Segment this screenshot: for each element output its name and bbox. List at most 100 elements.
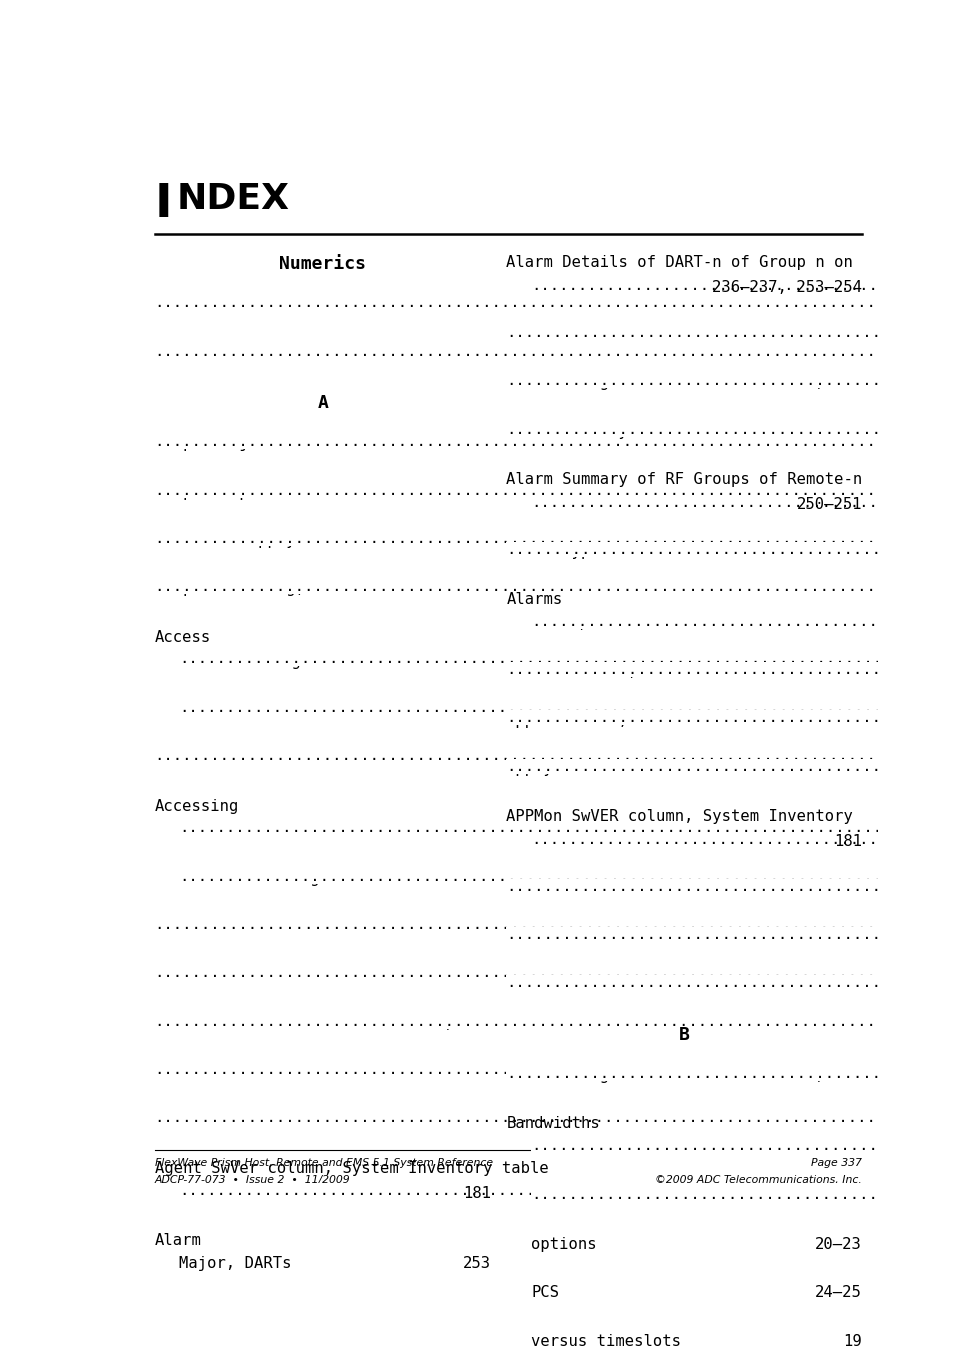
Text: 260, 262: 260, 262 [787, 376, 862, 390]
Text: Bandwidths: Bandwidths [507, 1116, 600, 1131]
Text: 19: 19 [843, 1333, 862, 1348]
Text: 200: 200 [463, 750, 491, 765]
Text: AC power junction box: AC power junction box [154, 436, 351, 451]
Text: ................................................................................: ........................................… [531, 1332, 976, 1347]
Text: ................................................................................: ........................................… [507, 927, 976, 942]
Text: ADCP-77-073  •  Issue 2  •  11/2009: ADCP-77-073 • Issue 2 • 11/2009 [154, 1174, 350, 1185]
Text: 10 MHz Reference Clock list: 10 MHz Reference Clock list [154, 297, 408, 312]
Text: Alarm Type column: Alarm Type column [507, 543, 666, 559]
Text: B: B [679, 1025, 690, 1044]
Text: 152, 168: 152, 168 [787, 1069, 862, 1084]
Text: 254: 254 [834, 616, 862, 631]
Text: ................................................................................: ........................................… [154, 917, 976, 932]
Text: Page 337: Page 337 [811, 1158, 862, 1167]
Text: Agent SwVer column, System Inventory table: Agent SwVer column, System Inventory tab… [154, 1161, 549, 1175]
Text: ................................................................................: ........................................… [507, 975, 976, 990]
Text: Alarm Management Table window: Alarm Management Table window [507, 376, 778, 390]
Text: 148: 148 [463, 297, 491, 312]
Text: ................................................................................: ........................................… [531, 494, 976, 509]
Text: 280: 280 [463, 967, 491, 982]
Text: ................................................................................: ........................................… [531, 1235, 976, 1250]
Text: Alarm Indications: Alarm Indications [507, 327, 666, 342]
Text: 200: 200 [463, 1065, 491, 1079]
Text: 250–251: 250–251 [796, 497, 862, 512]
Text: 24–25: 24–25 [815, 1285, 862, 1301]
Text: ................................................................................: ........................................… [154, 1062, 976, 1077]
Text: Major, DARTs: Major, DARTs [180, 1256, 292, 1271]
Text: ................................................................................: ........................................… [531, 1283, 976, 1298]
Text: Apply button: Apply button [507, 761, 619, 775]
Text: 200: 200 [463, 703, 491, 717]
Text: 125–128: 125–128 [426, 581, 491, 596]
Text: 188: 188 [463, 823, 491, 838]
Text: view: view [531, 497, 569, 512]
Text: ................................................................................: ........................................… [154, 531, 976, 546]
Text: ................................................................................: ........................................… [531, 1186, 976, 1201]
Text: ................................................................................: ........................................… [180, 1254, 976, 1270]
Text: Add New User link: Add New User link [154, 1016, 314, 1031]
Text: ................................................................................: ........................................… [180, 651, 976, 666]
Text: Numerics: Numerics [279, 255, 366, 273]
Text: Network User: Network User [180, 703, 292, 717]
Text: DART cards: DART cards [531, 1189, 625, 1204]
Text: APPMon SwVER column, System Inventory: APPMon SwVER column, System Inventory [507, 809, 853, 824]
Text: ................................................................................: ........................................… [507, 1066, 976, 1081]
Text: Access: Access [154, 630, 211, 644]
Text: NDEX: NDEX [177, 182, 289, 216]
Text: ................................................................................: ........................................… [154, 343, 976, 358]
Text: 197: 197 [463, 919, 491, 934]
Text: ................................................................................: ........................................… [507, 542, 976, 557]
Text: Auto Refresh Time box: Auto Refresh Time box [507, 929, 704, 944]
Text: ................................................................................: ........................................… [531, 832, 976, 847]
Text: ................................................................................: ........................................… [180, 1183, 976, 1198]
Text: 196: 196 [463, 1112, 491, 1128]
Text: 4G readiness: 4G readiness [154, 346, 267, 361]
Text: ................................................................................: ........................................… [154, 482, 976, 497]
Text: ................................................................................: ........................................… [180, 869, 976, 884]
Text: 200: 200 [463, 654, 491, 669]
Text: Alarm Summary indicator: Alarm Summary indicator [507, 424, 722, 439]
Text: FlexWave Prism Host, Remote and EMS 5.1 System Reference: FlexWave Prism Host, Remote and EMS 5.1 … [154, 1158, 493, 1167]
Text: Network Manager: Network Manager [180, 654, 320, 669]
Text: 24–25: 24–25 [815, 1140, 862, 1155]
Text: options: options [531, 1238, 597, 1252]
Text: FlexWave-URH Agent MIB: FlexWave-URH Agent MIB [180, 871, 386, 886]
Text: ................................................................................: ........................................… [154, 580, 976, 594]
Text: AC power port: AC power port [154, 485, 276, 500]
Text: 197, 199: 197, 199 [416, 1016, 491, 1031]
Text: admin user access: admin user access [154, 1112, 314, 1128]
Text: ................................................................................: ........................................… [531, 613, 976, 628]
Text: Minor, DARTs: Minor, DARTs [531, 616, 644, 631]
Text: Alarms: Alarms [507, 592, 562, 607]
Text: Applications, FlexWave Prism: Applications, FlexWave Prism [507, 712, 769, 728]
Text: I: I [154, 182, 172, 227]
Text: PCS: PCS [531, 1285, 559, 1301]
Text: versus timeslots: versus timeslots [531, 1333, 681, 1348]
Text: ................................................................................: ........................................… [507, 878, 976, 894]
Text: Alarm Details of DART-n of Group n on: Alarm Details of DART-n of Group n on [507, 255, 853, 270]
Text: 178: 178 [834, 424, 862, 439]
Text: Alarm: Alarm [154, 1232, 201, 1247]
Text: ................................................................................: ........................................… [507, 324, 976, 340]
Text: 236–237, 253–254: 236–237, 253–254 [712, 280, 862, 295]
Text: ................................................................................: ........................................… [507, 373, 976, 388]
Text: 123–125: 123–125 [796, 665, 862, 680]
Text: AC power wiring, Remote: AC power wiring, Remote [154, 581, 370, 596]
Text: Antenna cable, Remote: Antenna cable, Remote [507, 665, 704, 680]
Text: 253: 253 [463, 1256, 491, 1271]
Text: ................................................................................: ........................................… [154, 748, 976, 763]
Text: ................................................................................: ........................................… [154, 966, 976, 981]
Text: Alarm Summary of RF Groups of Remote-n: Alarm Summary of RF Groups of Remote-n [507, 471, 863, 486]
Text: AWS bandwidths: AWS bandwidths [507, 978, 637, 993]
Text: AC Power Supply Fault LED: AC Power Supply Fault LED [154, 532, 388, 549]
Text: ©2009 ADC Telecommunications, Inc.: ©2009 ADC Telecommunications, Inc. [655, 1174, 862, 1185]
Text: ................................................................................: ........................................… [180, 820, 976, 835]
Text: AWS: AWS [531, 1140, 559, 1155]
Text: 179: 179 [834, 929, 862, 944]
Text: 24–25: 24–25 [815, 978, 862, 993]
Text: ................................................................................: ........................................… [507, 422, 976, 436]
Text: 20–23: 20–23 [815, 1189, 862, 1204]
Text: ADC-FLEXWAVE-URH.mib: ADC-FLEXWAVE-URH.mib [154, 967, 342, 982]
Text: 20–23: 20–23 [815, 1238, 862, 1252]
Text: Band-Config link: Band-Config link [507, 1069, 657, 1084]
